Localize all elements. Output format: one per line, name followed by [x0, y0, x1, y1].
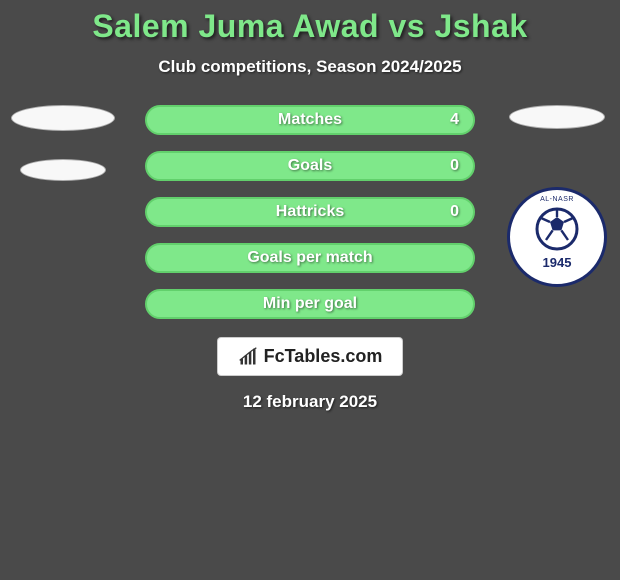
bar-gpm-label: Goals per match [247, 249, 372, 267]
left-column [8, 105, 118, 181]
right-column: AL-NASR 1945 [502, 105, 612, 287]
bar-matches-right: 4 [439, 111, 459, 129]
brand-box: FcTables.com [217, 337, 404, 376]
bar-matches: Matches 4 [145, 105, 475, 135]
club-badge: AL-NASR 1945 [507, 187, 607, 287]
bar-goals-right: 0 [439, 157, 459, 175]
bar-goals: Goals 0 [145, 151, 475, 181]
stat-bars: Matches 4 Goals 0 Hattricks 0 Goals per … [135, 105, 485, 319]
left-ellipse-1 [11, 105, 115, 131]
right-ellipse-1 [509, 105, 605, 129]
bar-mpg-label: Min per goal [263, 295, 357, 313]
bar-hattricks-right: 0 [439, 203, 459, 221]
bar-matches-label: Matches [278, 111, 342, 129]
brand-text: FcTables.com [264, 346, 383, 367]
badge-top-text: AL-NASR [510, 196, 604, 203]
bar-gpm: Goals per match [145, 243, 475, 273]
soccer-ball-icon [533, 205, 581, 253]
badge-year: 1945 [543, 255, 572, 270]
date-text: 12 february 2025 [243, 392, 377, 412]
left-ellipse-2 [20, 159, 106, 181]
page-title: Salem Juma Awad vs Jshak [92, 8, 527, 45]
subtitle: Club competitions, Season 2024/2025 [158, 57, 461, 77]
bar-mpg: Min per goal [145, 289, 475, 319]
infographic-container: Salem Juma Awad vs Jshak Club competitio… [0, 0, 620, 412]
middle-row: Matches 4 Goals 0 Hattricks 0 Goals per … [0, 105, 620, 319]
bar-goals-label: Goals [288, 157, 332, 175]
bar-hattricks: Hattricks 0 [145, 197, 475, 227]
bar-hattricks-label: Hattricks [276, 203, 344, 221]
bar-chart-icon [238, 347, 258, 367]
